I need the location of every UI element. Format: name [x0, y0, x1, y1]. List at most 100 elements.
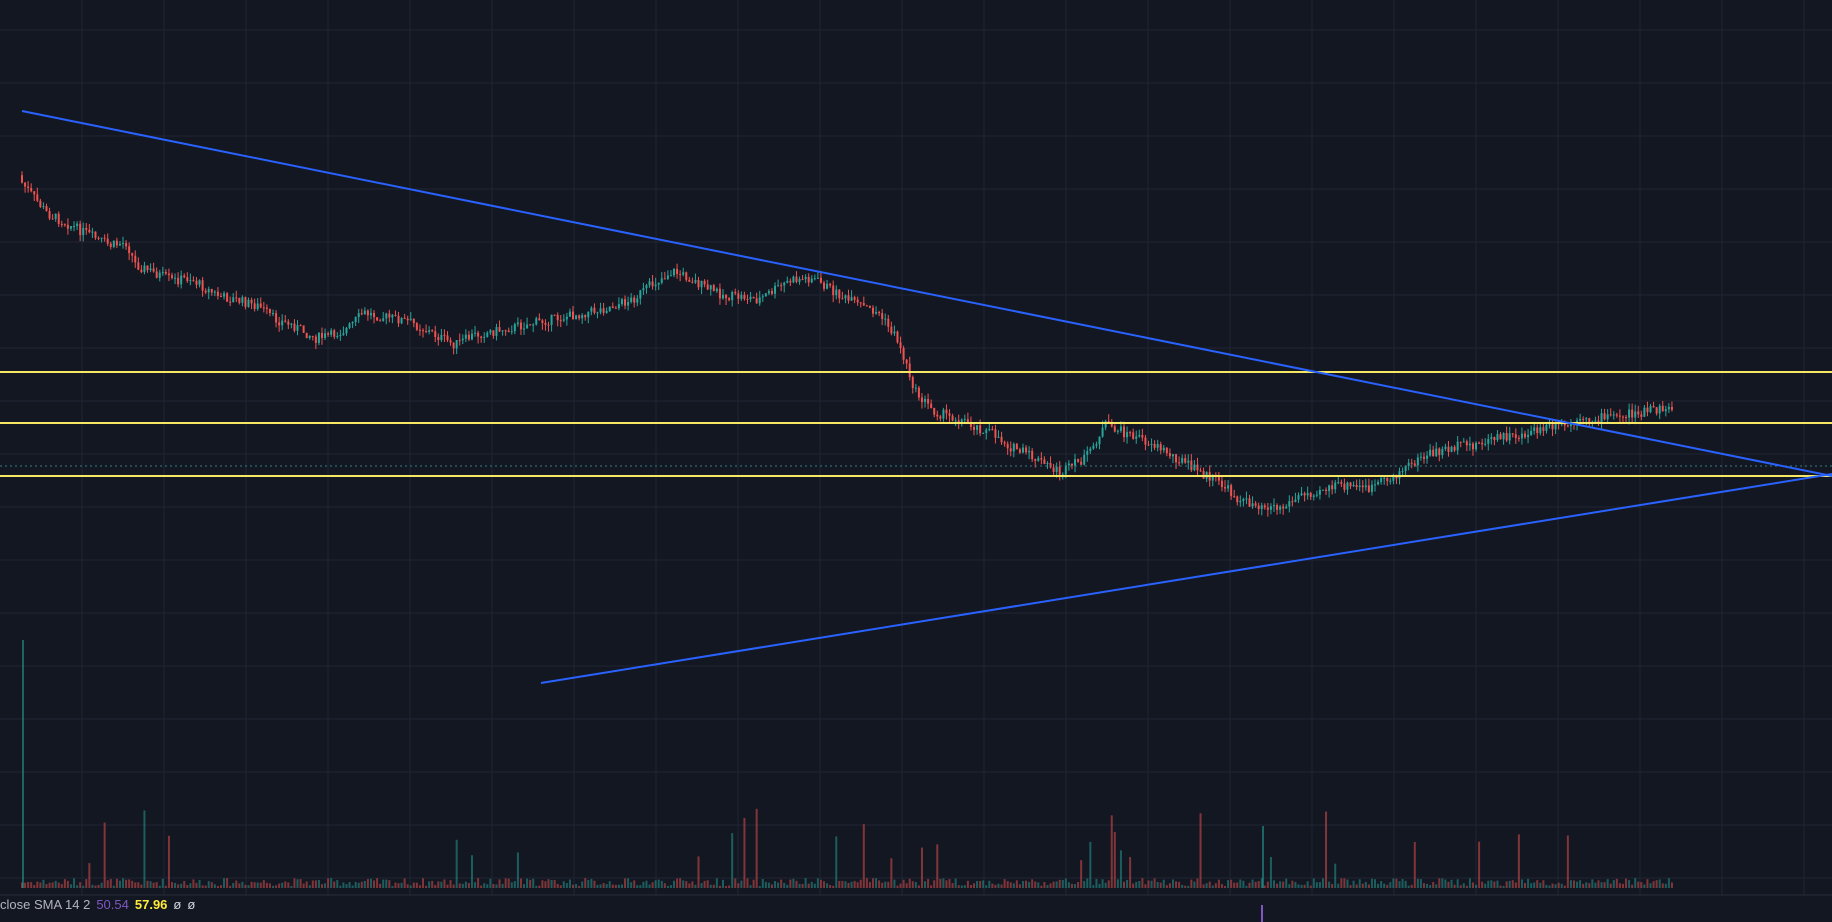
candle-body [241, 297, 244, 303]
candle-body [470, 333, 473, 340]
volume-bar [60, 884, 63, 888]
volume-bar [418, 885, 421, 888]
candle-body [1615, 414, 1618, 416]
volume-bar [1478, 841, 1481, 888]
candle-body [997, 436, 1000, 438]
volume-bar [988, 880, 991, 888]
candle-body [235, 297, 238, 299]
volume-bar [764, 881, 767, 888]
volume-bar [614, 884, 617, 888]
volume-bar [761, 878, 764, 888]
volume-bar [281, 882, 284, 888]
candle-body [905, 359, 908, 364]
volume-bar [1074, 884, 1077, 888]
candle-body [1539, 427, 1542, 434]
candle-body [976, 425, 979, 430]
candle-body [550, 314, 553, 325]
volume-bar [299, 879, 302, 888]
candle-body [914, 387, 917, 389]
volume-bar [752, 879, 755, 888]
candle-body [1462, 441, 1465, 443]
volume-bar [118, 880, 121, 888]
candle-body [1444, 446, 1447, 449]
candle-body [137, 262, 140, 270]
candle-body [333, 330, 336, 337]
volume-bar [1429, 885, 1432, 888]
candle-body [1658, 405, 1661, 414]
candle-body [1551, 424, 1554, 430]
candle-body [1162, 447, 1165, 451]
volume-bar [232, 883, 235, 888]
candle-body [507, 330, 510, 332]
volume-bar [1171, 879, 1174, 888]
volume-bar [920, 847, 923, 888]
volume-bar [250, 881, 253, 888]
candle-body [651, 281, 654, 287]
candle-body [1447, 446, 1450, 452]
candle-body [1193, 464, 1196, 471]
candle-body [979, 425, 982, 434]
candle-body [385, 313, 388, 319]
volume-bar [1080, 860, 1083, 888]
candle-body [1248, 498, 1251, 507]
volume-bar [333, 881, 336, 888]
volume-bar [575, 884, 578, 888]
volume-bar [180, 883, 183, 888]
volume-bar [516, 852, 519, 888]
volume-bar [422, 878, 425, 888]
candle-body [1058, 466, 1061, 475]
volume-bar [501, 883, 504, 888]
candle-body [82, 228, 85, 236]
candle-body [275, 313, 278, 323]
volume-bar [192, 879, 195, 888]
candle-body [1276, 505, 1279, 510]
volume-bar [1272, 880, 1275, 888]
volume-bar [317, 879, 320, 888]
volume-bar [1331, 883, 1334, 888]
candle-body [1392, 476, 1395, 481]
volume-bar [914, 882, 917, 888]
candle-body [177, 277, 180, 285]
candle-body [293, 323, 296, 331]
candle-body [155, 271, 158, 278]
volume-bar [1288, 884, 1291, 888]
candle-body [1046, 463, 1049, 465]
candle-body [544, 322, 547, 325]
volume-bar [645, 880, 648, 888]
candle-body [829, 283, 832, 286]
volume-bar [957, 885, 960, 888]
candle-body [764, 293, 767, 297]
candle-body [526, 324, 529, 329]
volume-bar [1214, 883, 1217, 888]
volume-bar [42, 879, 45, 888]
candle-body [1101, 427, 1104, 437]
candle-body [1670, 406, 1673, 410]
candle-body [933, 407, 936, 415]
candle-body [547, 324, 550, 326]
candle-body [76, 223, 79, 227]
volume-bar [1098, 883, 1101, 888]
volume-bar [590, 878, 593, 888]
volume-bar [1527, 878, 1530, 888]
candle-body [523, 328, 526, 330]
candle-body [1634, 411, 1637, 418]
candle-body [1159, 444, 1162, 451]
candle-body [896, 331, 899, 343]
candle-body [1064, 465, 1067, 475]
candle-body [1297, 495, 1300, 500]
candle-body [645, 285, 648, 289]
volume-bar [91, 884, 94, 888]
candle-body [709, 285, 712, 290]
volume-bar [428, 881, 431, 888]
volume-bar [440, 881, 443, 888]
indicator-legend[interactable]: close SMA 14 2 50.54 57.96 ø ø [0, 895, 201, 913]
volume-bar [1312, 878, 1315, 888]
volume-bar [54, 880, 57, 888]
candle-body [1478, 442, 1481, 444]
candle-body [1257, 505, 1260, 509]
candle-body [587, 311, 590, 318]
candle-body [320, 332, 323, 338]
volume-bar [1269, 856, 1272, 888]
